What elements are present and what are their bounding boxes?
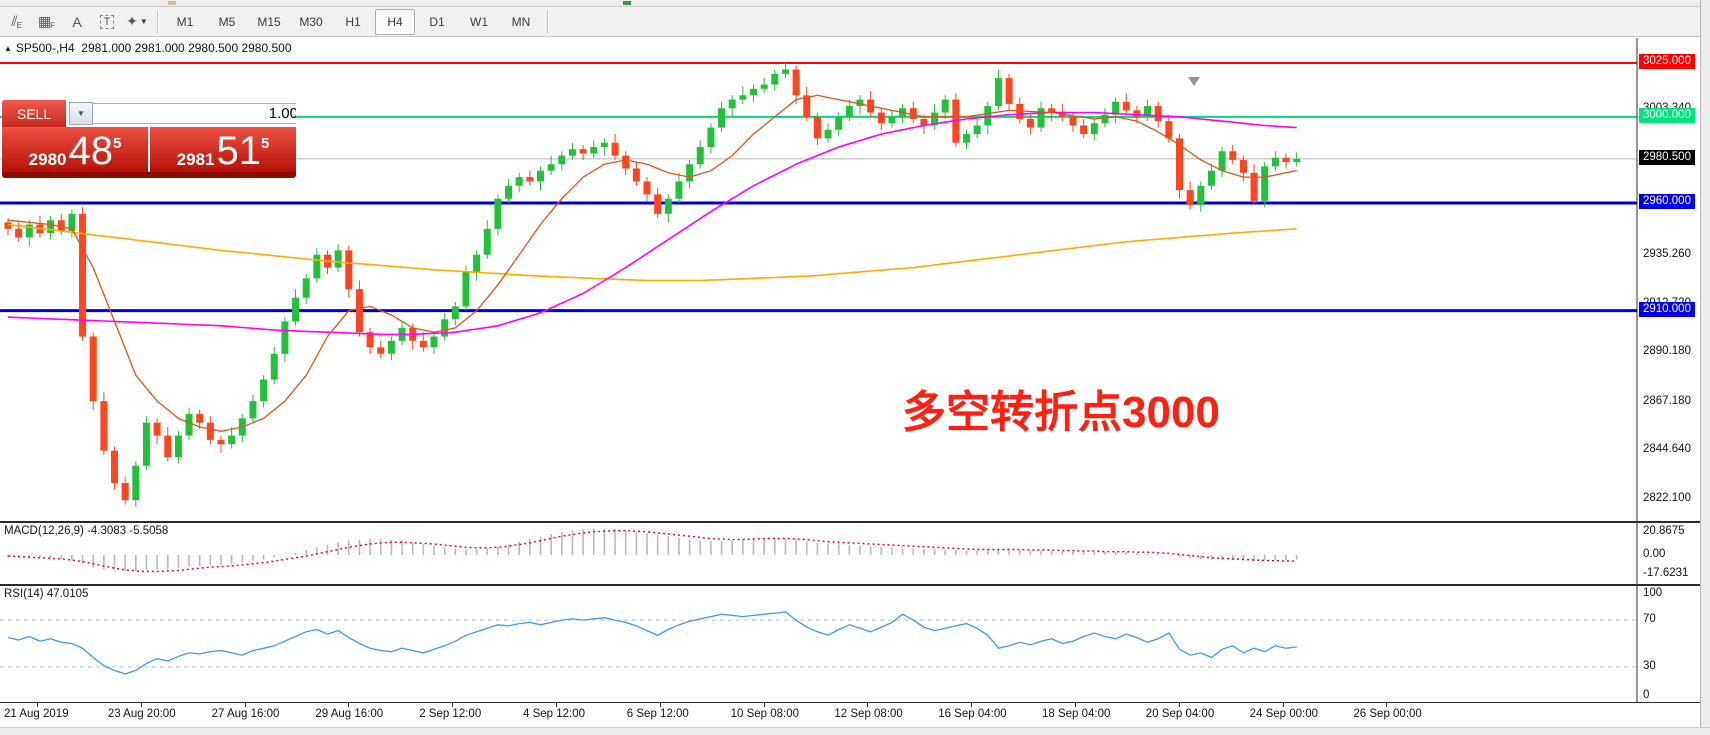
axis-tick-label: -17.6231 <box>1643 567 1689 580</box>
drawing-objects-icon[interactable]: ✦ ▼ <box>126 13 148 29</box>
date-tick-label: 16 Sep 04:00 <box>938 708 1007 720</box>
window-right-edge <box>1700 0 1710 734</box>
cutoff-mark-tan <box>168 1 176 5</box>
sell-price-button[interactable]: 2980 48 5 <box>2 127 148 172</box>
axis-tick-label: 100 <box>1643 587 1663 599</box>
date-tick-label: 2 Sep 12:00 <box>419 708 482 720</box>
date-tick-mark <box>1282 703 1284 707</box>
timeframe-button-m15[interactable]: M15 <box>257 14 281 29</box>
toolbar-separator <box>157 10 159 33</box>
date-tick-mark <box>244 703 246 707</box>
axis-tick-label: 2867.180 <box>1643 394 1691 407</box>
volume-input[interactable] <box>93 103 296 124</box>
rsi-panel: RSI(14) 47.0105 <box>0 586 1710 703</box>
timeframe-button-d1[interactable]: D1 <box>429 14 445 29</box>
text-label-icon[interactable]: A <box>72 13 82 30</box>
macd-canvas[interactable] <box>0 523 1710 584</box>
date-tick-label: 6 Sep 12:00 <box>626 708 689 720</box>
volume-spinner: ▼ ▲ <box>66 100 296 127</box>
date-tick-label: 18 Sep 04:00 <box>1042 708 1111 720</box>
axis-tick-label: 70 <box>1643 613 1656 626</box>
date-tick-mark <box>556 703 557 707</box>
rsi-label: RSI(14) 47.0105 <box>4 588 89 600</box>
date-tick-label: 24 Sep 00:00 <box>1249 708 1319 720</box>
buy-price-handle: 2981 <box>176 150 215 169</box>
date-tick-mark <box>1386 703 1388 707</box>
collapse-arrow-icon[interactable]: ▲ <box>4 44 12 53</box>
axis-tick-label: 2844.640 <box>1643 443 1691 456</box>
buy-price-pips: 51 <box>216 129 261 174</box>
axis-tick-label: 30 <box>1643 659 1656 672</box>
main-chart-canvas[interactable] <box>0 38 1710 521</box>
date-tick-mark <box>763 703 765 707</box>
axis-tick-label: 2890.180 <box>1643 345 1691 358</box>
date-tick-label: 12 Sep 08:00 <box>834 708 903 720</box>
triangle-down-icon: ▼ <box>77 109 85 118</box>
timeframe-button-h1[interactable]: H1 <box>345 14 361 29</box>
axis-tick-label: 2935.260 <box>1643 248 1691 261</box>
chevron-down-icon: ▼ <box>139 17 148 26</box>
equidistant-channel-icon[interactable]: ⫽ E <box>11 13 22 30</box>
price-badge: 3000.000 <box>1639 107 1695 123</box>
date-tick-label: 10 Sep 08:00 <box>730 708 800 720</box>
timeframe-button-m5[interactable]: M5 <box>218 14 236 29</box>
ohlc-values: 2981.000 2981.000 2980.500 2980.500 <box>81 41 292 55</box>
timeframe-button-mn[interactable]: MN <box>511 14 531 29</box>
price-badge: 3025.000 <box>1639 54 1695 69</box>
date-tick-mark <box>971 703 973 707</box>
sell-price-point: 5 <box>112 135 122 152</box>
toolbar-separator <box>547 10 549 33</box>
buy-price-point: 5 <box>260 135 270 152</box>
macd-label: MACD(12,26,9) -4.3083 -5.5058 <box>4 525 169 537</box>
sell-price-pips: 48 <box>68 129 113 174</box>
axis-tick-label: 2822.100 <box>1643 491 1691 504</box>
date-tick-mark <box>1075 703 1076 707</box>
window-top-cutoff <box>0 0 1710 7</box>
sell-button[interactable]: SELL <box>2 100 66 127</box>
date-tick-mark <box>659 703 661 707</box>
fibonacci-grid-icon[interactable]: ▦ F <box>37 13 56 30</box>
window-bottom-edge <box>0 727 1710 735</box>
axis-tick-label: 20.8675 <box>1643 524 1685 537</box>
price-badge: 2910.000 <box>1639 301 1695 317</box>
sell-price-handle: 2980 <box>28 150 67 169</box>
price-badge: 2980.500 <box>1639 149 1695 165</box>
date-tick-label: 29 Aug 16:00 <box>315 708 384 720</box>
price-badge: 2960.000 <box>1639 193 1695 209</box>
rsi-canvas[interactable] <box>0 586 1710 702</box>
main-chart-panel: ▲ SP500-,H4 2981.000 2981.000 2980.500 29… <box>0 38 1710 523</box>
cutoff-mark-green <box>623 1 631 5</box>
chart-ohlc-header: ▲ SP500-,H4 2981.000 2981.000 2980.500 29… <box>4 41 292 55</box>
timeframe-button-h4[interactable]: H4 <box>375 8 415 35</box>
date-tick-mark <box>452 703 454 707</box>
date-tick-label: 27 Aug 16:00 <box>211 708 280 720</box>
date-tick-mark <box>1178 703 1180 707</box>
date-tick-mark <box>37 703 38 707</box>
macd-panel: MACD(12,26,9) -4.3083 -5.5058 <box>0 523 1710 586</box>
buy-price-button[interactable]: 2981 51 5 <box>150 127 296 172</box>
date-tick-mark <box>867 703 869 707</box>
volume-decrease-button[interactable]: ▼ <box>69 102 93 125</box>
axis-tick-label: 0 <box>1643 689 1650 701</box>
date-tick-mark <box>140 703 142 707</box>
timeframe-button-w1[interactable]: W1 <box>470 14 488 29</box>
timeframe-button-m30[interactable]: M30 <box>299 14 323 29</box>
chart-text-annotation: 多空转折点3000 <box>902 388 1220 437</box>
timeframe-button-m1[interactable]: M1 <box>176 14 194 29</box>
date-tick-label: 23 Aug 20:00 <box>107 708 176 720</box>
date-tick-label: 21 Aug 2019 <box>4 708 69 720</box>
date-tick-label: 20 Sep 04:00 <box>1145 708 1215 720</box>
date-tick-label: 4 Sep 12:00 <box>523 708 586 720</box>
chart-toolbar: ⫽ E ▦ F A T ✦ ▼ M1 M5 M15 M30 H1 H4 D1 W1 MN <box>0 7 1710 37</box>
symbol-period-label: SP500-,H4 <box>15 41 75 55</box>
text-box-icon[interactable]: T <box>93 9 121 35</box>
one-click-trading-panel: SELL ▼ ▲ BUY 2980 48 5 2981 51 5 <box>2 100 296 178</box>
date-tick-label: 26 Sep 00:00 <box>1353 708 1422 720</box>
trade-panel-footer <box>2 172 296 178</box>
axis-tick-label: 0.00 <box>1643 548 1666 560</box>
date-tick-mark <box>348 703 350 707</box>
arrow-object-icon <box>1188 77 1200 86</box>
